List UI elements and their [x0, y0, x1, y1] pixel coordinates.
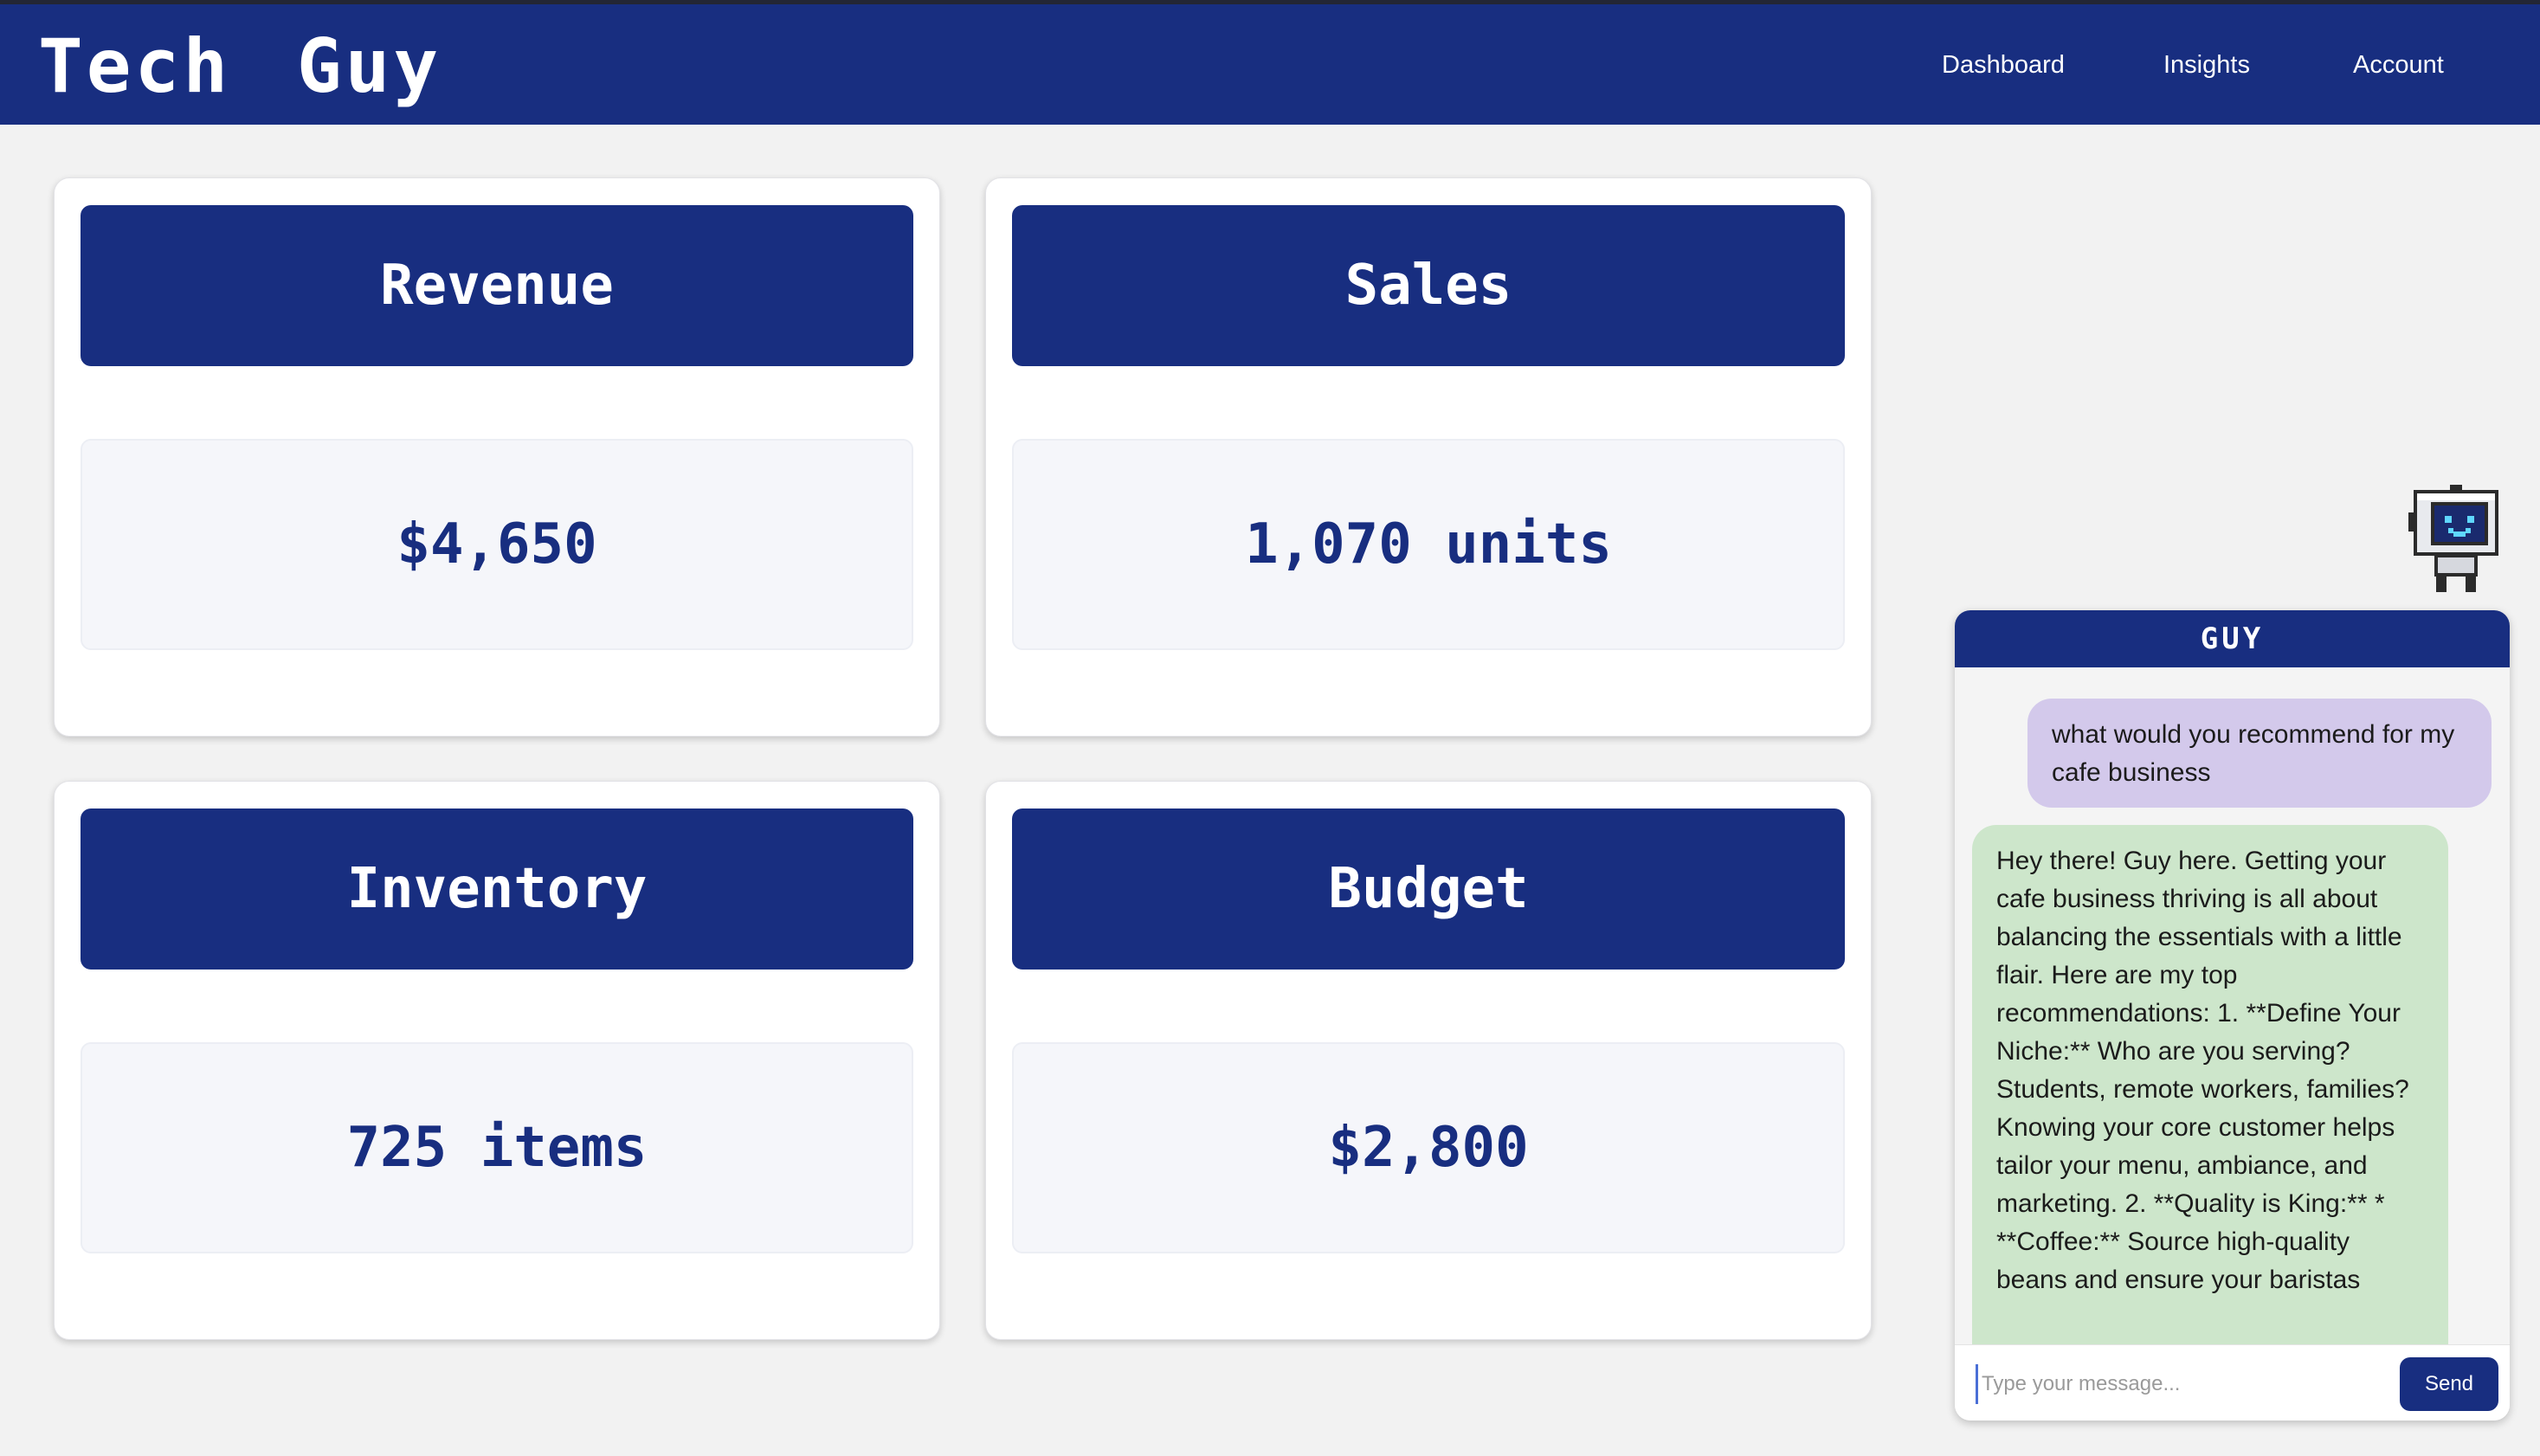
nav-account[interactable]: Account — [2353, 51, 2444, 79]
assistant-message: Hey there! Guy here. Getting your cafe b… — [1972, 825, 2448, 1344]
sales-card: Sales 1,070 units — [985, 177, 1872, 737]
chat-input-row: Send — [1955, 1344, 2510, 1421]
app-logo[interactable]: Tech Guy — [38, 23, 442, 110]
top-navbar: Tech Guy Dashboard Insights Account — [0, 0, 2540, 125]
card-value: $4,650 — [81, 439, 913, 650]
card-title: Inventory — [81, 809, 913, 970]
card-title: Revenue — [81, 205, 913, 366]
chat-message-input[interactable] — [1976, 1364, 2408, 1404]
card-value: $2,800 — [1012, 1042, 1845, 1253]
card-title: Sales — [1012, 205, 1845, 366]
robot-icon[interactable] — [2408, 485, 2504, 592]
send-button[interactable]: Send — [2400, 1357, 2498, 1411]
chat-panel: GUY what would you recommend for my cafe… — [1955, 610, 2510, 1421]
user-message: what would you recommend for my cafe bus… — [2027, 699, 2492, 808]
budget-card: Budget $2,800 — [985, 781, 1872, 1340]
card-value: 1,070 units — [1012, 439, 1845, 650]
nav-dashboard[interactable]: Dashboard — [1942, 51, 2065, 79]
inventory-card: Inventory 725 items — [54, 781, 940, 1340]
card-value: 725 items — [81, 1042, 913, 1253]
revenue-card: Revenue $4,650 — [54, 177, 940, 737]
chat-title: GUY — [1955, 610, 2510, 667]
nav-insights[interactable]: Insights — [2163, 51, 2250, 79]
card-title: Budget — [1012, 809, 1845, 970]
